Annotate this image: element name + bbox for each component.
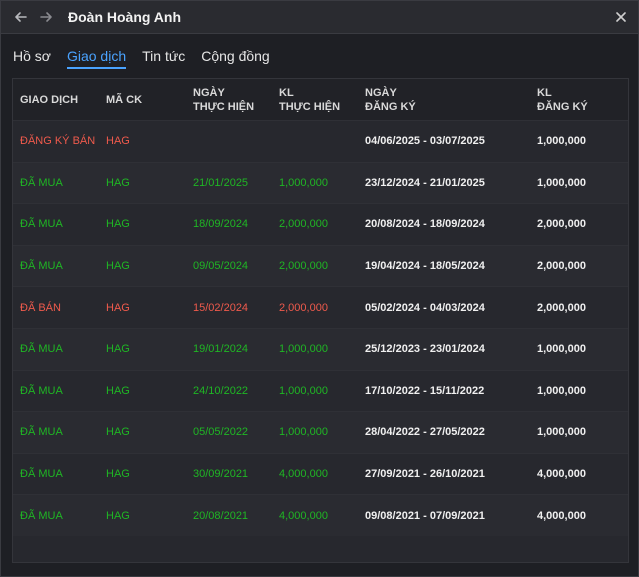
cell-code: HAG xyxy=(106,343,130,356)
header-exec-qty: KL THỰC HIỆN xyxy=(279,86,340,114)
tab-news[interactable]: Tin tức xyxy=(142,48,186,64)
cell-code: HAG xyxy=(106,260,130,273)
cell-exec-date: 19/01/2024 xyxy=(193,343,249,356)
cell-reg-qty: 2,000,000 xyxy=(537,218,586,231)
header-exec-qty-line2: THỰC HIỆN xyxy=(279,101,341,113)
cell-reg-qty: 1,000,000 xyxy=(537,343,586,356)
cell-reg-range: 05/02/2024 - 04/03/2024 xyxy=(365,301,485,314)
cell-code: HAG xyxy=(106,426,130,439)
cell-reg-qty: 1,000,000 xyxy=(537,176,586,189)
header-code: MÃ CK xyxy=(106,94,143,106)
cell-reg-qty: 1,000,000 xyxy=(537,135,586,148)
cell-exec-date: 30/09/2021 xyxy=(193,468,249,481)
cell-reg-qty: 4,000,000 xyxy=(537,509,586,522)
cell-exec-date: 24/10/2022 xyxy=(193,384,249,397)
table-row[interactable]: ĐÃ MUA HAG 18/09/2024 2,000,000 20/08/20… xyxy=(13,203,628,245)
cell-reg-range: 25/12/2023 - 23/01/2024 xyxy=(365,343,485,356)
cell-code: HAG xyxy=(106,135,130,148)
cell-exec-date: 18/09/2024 xyxy=(193,218,249,231)
cell-code: HAG xyxy=(106,468,130,481)
cell-exec-qty: 1,000,000 xyxy=(279,343,328,356)
table-row[interactable]: ĐÃ MUA HAG 19/01/2024 1,000,000 25/12/20… xyxy=(13,328,628,370)
transactions-table: GIAO DỊCH MÃ CK NGÀY THỰC HIỆN KL THỰC H… xyxy=(12,78,629,563)
cell-reg-qty: 2,000,000 xyxy=(537,260,586,273)
tab-transactions[interactable]: Giao dịch xyxy=(66,48,127,69)
header-exec-date: NGÀY THỰC HIỆN xyxy=(193,86,254,114)
arrow-left-icon[interactable] xyxy=(11,7,31,27)
cell-type: ĐÃ MUA xyxy=(20,218,63,231)
cell-reg-range: 20/08/2024 - 18/09/2024 xyxy=(365,218,485,231)
header-exec-date-line1: NGÀY xyxy=(193,87,225,99)
cell-reg-range: 04/06/2025 - 03/07/2025 xyxy=(365,135,485,148)
cell-type: ĐĂNG KÝ BÁN xyxy=(20,135,96,148)
header-type: GIAO DỊCH xyxy=(20,94,79,106)
cell-code: HAG xyxy=(106,218,130,231)
cell-reg-qty: 4,000,000 xyxy=(537,468,586,481)
cell-code: HAG xyxy=(106,301,130,314)
cell-exec-qty: 1,000,000 xyxy=(279,426,328,439)
cell-exec-date: 21/01/2025 xyxy=(193,176,249,189)
header-reg-date-line2: ĐĂNG KÝ xyxy=(365,101,416,113)
cell-exec-date: 05/05/2022 xyxy=(193,426,249,439)
table-row[interactable]: ĐÃ MUA HAG 30/09/2021 4,000,000 27/09/20… xyxy=(13,452,628,495)
cell-type: ĐÃ MUA xyxy=(20,176,63,189)
cell-exec-qty: 4,000,000 xyxy=(279,468,328,481)
cell-exec-date: 20/08/2021 xyxy=(193,509,249,522)
cell-exec-qty: 1,000,000 xyxy=(279,384,328,397)
cell-reg-qty: 1,000,000 xyxy=(537,426,586,439)
cell-exec-qty: 1,000,000 xyxy=(279,176,328,189)
cell-reg-range: 19/04/2024 - 18/05/2024 xyxy=(365,260,485,273)
tab-community[interactable]: Cộng đồng xyxy=(201,48,270,64)
cell-type: ĐÃ MUA xyxy=(20,260,63,273)
cell-reg-range: 27/09/2021 - 26/10/2021 xyxy=(365,468,485,481)
cell-type: ĐÃ MUA xyxy=(20,509,63,522)
cell-type: ĐÃ MUA xyxy=(20,343,63,356)
cell-reg-qty: 1,000,000 xyxy=(537,384,586,397)
table-row[interactable]: ĐÃ MUA HAG 20/08/2021 4,000,000 09/08/20… xyxy=(13,494,628,536)
table-row[interactable]: ĐÃ BÁN HAG 15/02/2024 2,000,000 05/02/20… xyxy=(13,286,628,328)
cell-type: ĐÃ MUA xyxy=(20,384,63,397)
close-icon[interactable] xyxy=(612,8,630,26)
header-exec-date-line2: THỰC HIỆN xyxy=(193,101,255,113)
tab-profile[interactable]: Hồ sơ xyxy=(13,48,51,64)
header-reg-qty-line1: KL xyxy=(537,87,552,99)
cell-exec-qty: 4,000,000 xyxy=(279,509,328,522)
cell-exec-qty: 2,000,000 xyxy=(279,301,328,314)
cell-reg-range: 23/12/2024 - 21/01/2025 xyxy=(365,176,485,189)
cell-reg-qty: 2,000,000 xyxy=(537,301,586,314)
cell-reg-range: 09/08/2021 - 07/09/2021 xyxy=(365,509,485,522)
tab-bar: Hồ sơ Giao dịch Tin tức Cộng đồng xyxy=(13,48,286,70)
table-header: GIAO DỊCH MÃ CK NGÀY THỰC HIỆN KL THỰC H… xyxy=(13,79,628,120)
cell-reg-range: 17/10/2022 - 15/11/2022 xyxy=(365,384,485,397)
cell-reg-range: 28/04/2022 - 27/05/2022 xyxy=(365,426,485,439)
title-bar: Đoàn Hoàng Anh xyxy=(1,1,638,34)
cell-type: ĐÃ MUA xyxy=(20,468,63,481)
header-exec-qty-line1: KL xyxy=(279,87,294,99)
table-row[interactable]: ĐÃ MUA HAG 05/05/2022 1,000,000 28/04/20… xyxy=(13,411,628,453)
arrow-right-icon[interactable] xyxy=(36,7,56,27)
table-row[interactable]: ĐÃ MUA HAG 24/10/2022 1,000,000 17/10/20… xyxy=(13,369,628,412)
table-row[interactable]: ĐÃ MUA HAG 09/05/2024 2,000,000 19/04/20… xyxy=(13,244,628,287)
cell-exec-qty: 2,000,000 xyxy=(279,260,328,273)
header-reg-qty: KL ĐĂNG KÝ xyxy=(537,86,588,114)
cell-code: HAG xyxy=(106,384,130,397)
header-reg-date: NGÀY ĐĂNG KÝ xyxy=(365,86,416,114)
table-row[interactable]: ĐÃ MUA HAG 21/01/2025 1,000,000 23/12/20… xyxy=(13,161,628,204)
cell-exec-date: 15/02/2024 xyxy=(193,301,249,314)
cell-type: ĐÃ BÁN xyxy=(20,301,61,314)
header-reg-qty-line2: ĐĂNG KÝ xyxy=(537,101,588,113)
cell-exec-qty: 2,000,000 xyxy=(279,218,328,231)
cell-code: HAG xyxy=(106,509,130,522)
header-reg-date-line1: NGÀY xyxy=(365,87,397,99)
cell-type: ĐÃ MUA xyxy=(20,426,63,439)
cell-exec-date: 09/05/2024 xyxy=(193,260,249,273)
window-title: Đoàn Hoàng Anh xyxy=(68,9,182,25)
table-row[interactable]: ĐĂNG KÝ BÁN HAG 04/06/2025 - 03/07/2025 … xyxy=(13,120,628,162)
cell-code: HAG xyxy=(106,176,130,189)
